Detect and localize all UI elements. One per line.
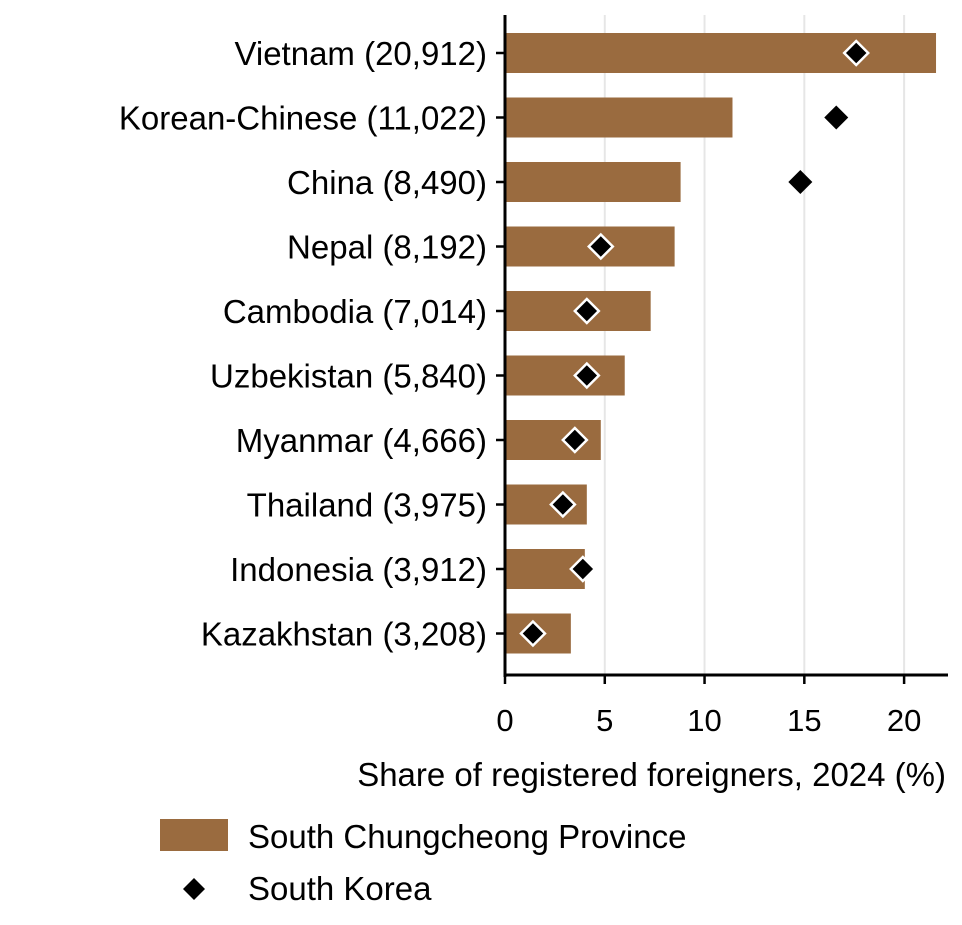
legend-label-korea: South Korea (248, 870, 432, 907)
diamond-marker (842, 39, 870, 67)
diamond-marker (549, 490, 577, 519)
category-labels: Vietnam (20,912) Korean-Chinese (11,022) C… (119, 35, 487, 653)
x-axis-title: Share of registered foreigners, 2024 (%) (357, 756, 946, 793)
x-tick-label: 20 (887, 703, 921, 738)
category-label: Myanmar (4,666) (236, 422, 487, 459)
x-tick-label: 5 (596, 703, 613, 738)
category-label: Thailand (3,975) (247, 487, 487, 524)
diamond-marker (569, 555, 597, 583)
diamond-marker (573, 297, 601, 325)
category-label: Vietnam (20,912) (234, 35, 487, 72)
diamond-marker (788, 170, 813, 194)
diamond-marker (561, 426, 589, 454)
category-label: Indonesia (3,912) (230, 551, 487, 588)
category-label: Uzbekistan (5,840) (210, 358, 487, 395)
bar (505, 355, 625, 396)
legend: South Chungcheong Province South Korea (160, 818, 686, 907)
x-tick-label: 10 (687, 703, 721, 738)
bar (505, 97, 733, 138)
bar (505, 33, 937, 73)
legend-label-province: South Chungcheong Province (248, 818, 686, 855)
legend-swatch-diamond (183, 878, 205, 900)
diamond-marker (587, 232, 615, 261)
x-tick-label: 15 (787, 703, 821, 738)
diamond-marker (573, 361, 601, 390)
category-label: Cambodia (7,014) (223, 293, 487, 330)
diamond-marker (824, 105, 849, 130)
axes (496, 15, 948, 684)
marker-series (519, 39, 870, 648)
diamond-marker (519, 619, 547, 648)
category-label: Korean-Chinese (11,022) (119, 100, 487, 137)
x-tick-label: 0 (496, 703, 513, 738)
category-label: Kazakhstan (3,208) (201, 616, 487, 653)
x-tick-labels: 0 5 10 15 20 (496, 703, 921, 738)
category-label: Nepal (8,192) (287, 229, 487, 266)
bar (505, 162, 681, 202)
legend-swatch-bar (160, 819, 228, 851)
category-label: China (8,490) (287, 164, 487, 201)
bar-series (505, 33, 937, 654)
